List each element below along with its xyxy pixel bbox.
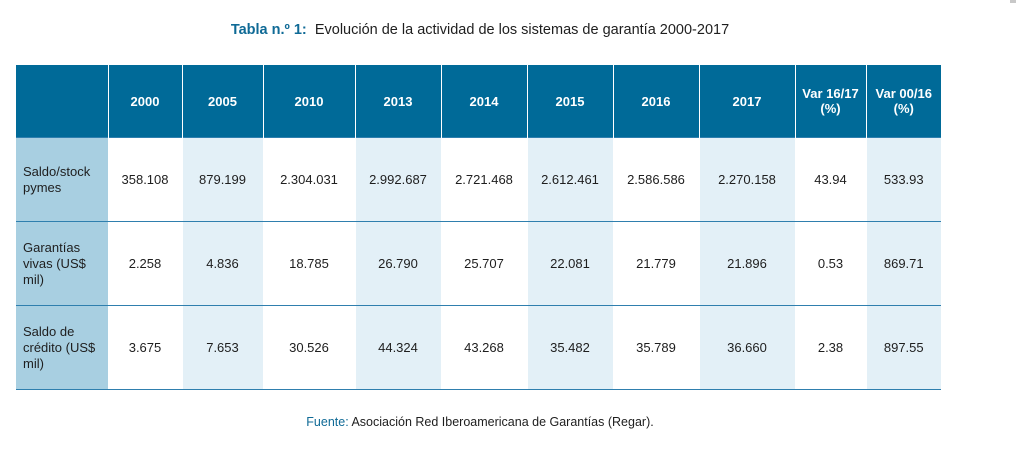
table-row: Saldo de crédito (US$ mil) 3.675 7.653 3…: [16, 305, 941, 390]
row-label-saldo-de-credito: Saldo de crédito (US$ mil): [16, 305, 108, 390]
table-cell: 21.896: [698, 221, 795, 306]
table-cell: 897.55: [865, 305, 941, 390]
table-cell: 35.789: [612, 305, 699, 390]
table-cell: 3.675: [107, 305, 182, 390]
table-cell: 18.785: [262, 221, 355, 306]
table-cell: 43.268: [440, 305, 527, 390]
table-cell: 21.779: [612, 221, 699, 306]
caption-label: Tabla n.º 1:: [230, 22, 307, 38]
header-cell-2014: 2014: [440, 65, 527, 138]
table-cell: 36.660: [698, 305, 795, 390]
header-cell-var-16-17: Var 16/17 (%): [794, 65, 866, 138]
source-note: Fuente: Asociación Red Iberoamericana de…: [0, 415, 960, 429]
guarantee-activity-table: 2000 2005 2010 2013 2014 2015 2016 2017 …: [16, 65, 941, 390]
table-cell: 879.199: [181, 137, 263, 222]
header-cell-2010: 2010: [262, 65, 355, 138]
corner-mark: [1010, 0, 1016, 3]
table-cell: 0.53: [794, 221, 866, 306]
source-text: Asociación Red Iberoamericana de Garantí…: [351, 415, 654, 429]
header-cell-2017: 2017: [698, 65, 795, 138]
table-row: Garantías vivas (US$ mil) 2.258 4.836 18…: [16, 221, 941, 306]
table-cell: 2.721.468: [440, 137, 527, 222]
table-cell: 30.526: [262, 305, 355, 390]
header-cell-2005: 2005: [181, 65, 263, 138]
table-cell: 2.258: [107, 221, 182, 306]
table-cell: 43.94: [794, 137, 866, 222]
header-cell-stub: [16, 65, 108, 138]
table-cell: 358.108: [107, 137, 182, 222]
table-cell: 7.653: [181, 305, 263, 390]
table-cell: 2.304.031: [262, 137, 355, 222]
header-cell-2015: 2015: [526, 65, 613, 138]
table-cell: 4.836: [181, 221, 263, 306]
table-caption: Tabla n.º 1: Evolución de la actividad d…: [0, 22, 960, 38]
source-label: Fuente:: [306, 415, 349, 429]
table-cell: 2.270.158: [698, 137, 795, 222]
row-label-garantias-vivas: Garantías vivas (US$ mil): [16, 221, 108, 306]
row-label-saldo-stock-pymes: Saldo/stock pymes: [16, 137, 108, 222]
table-row: Saldo/stock pymes 358.108 879.199 2.304.…: [16, 137, 941, 222]
table-cell: 26.790: [354, 221, 441, 306]
header-row: 2000 2005 2010 2013 2014 2015 2016 2017 …: [16, 65, 941, 138]
header-cell-var-00-16: Var 00/16 (%): [865, 65, 941, 138]
table-cell: 2.586.586: [612, 137, 699, 222]
table-cell: 533.93: [865, 137, 941, 222]
caption-text: Evolución de la actividad de los sistema…: [314, 22, 730, 38]
table-cell: 44.324: [354, 305, 441, 390]
table-cell: 2.612.461: [526, 137, 613, 222]
header-cell-2016: 2016: [612, 65, 699, 138]
header-cell-2013: 2013: [354, 65, 441, 138]
table-cell: 2.992.687: [354, 137, 441, 222]
table-cell: 25.707: [440, 221, 527, 306]
header-cell-2000: 2000: [107, 65, 182, 138]
table-cell: 35.482: [526, 305, 613, 390]
table-cell: 2.38: [794, 305, 866, 390]
table-cell: 22.081: [526, 221, 613, 306]
table-cell: 869.71: [865, 221, 941, 306]
